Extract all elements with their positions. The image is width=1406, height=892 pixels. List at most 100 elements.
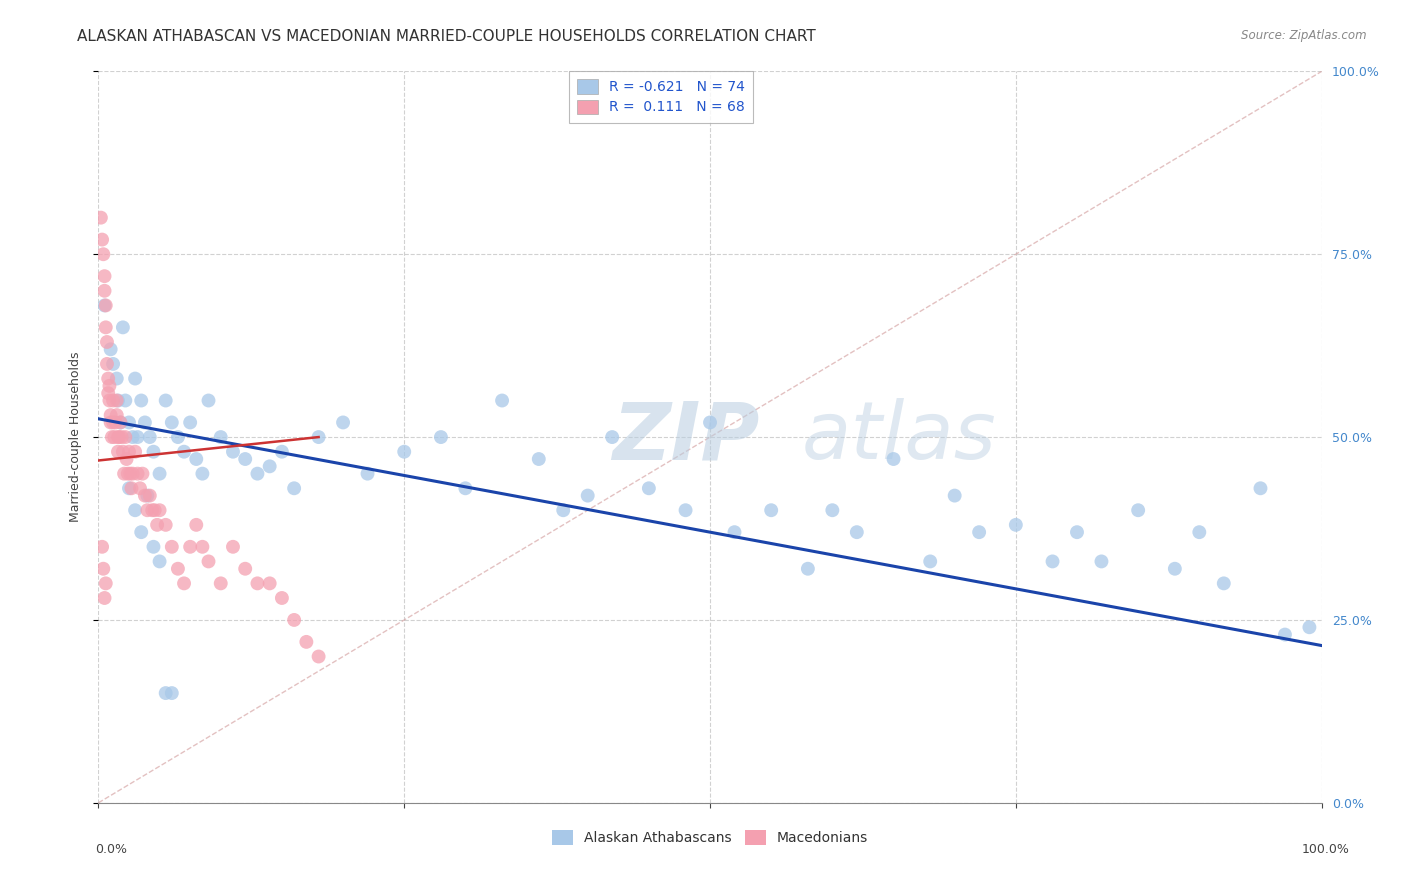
Point [527,452,550,467]
Point [246,467,269,481]
Text: 100.0%: 100.0% [1302,843,1350,856]
Point [120,481,142,495]
Point [114,393,136,408]
Point [93,298,115,312]
Point [91,540,114,554]
Point [821,503,844,517]
Point [107,393,129,408]
Point [600,430,623,444]
Point [96,357,118,371]
Text: atlas: atlas [801,398,997,476]
Point [118,444,141,458]
Point [121,467,143,481]
Point [160,416,183,430]
Point [845,525,868,540]
Point [167,562,190,576]
Point [118,416,141,430]
Point [209,576,232,591]
Point [761,503,783,517]
Point [108,430,131,444]
Point [160,540,183,554]
Point [120,467,142,481]
Point [308,430,330,444]
Point [160,686,183,700]
Point [91,247,114,261]
Point [637,481,661,495]
Point [118,481,141,495]
Point [142,444,165,458]
Point [308,649,330,664]
Point [1212,576,1234,591]
Point [191,467,214,481]
Point [1188,525,1211,540]
Point [283,613,305,627]
Point [392,444,416,458]
Point [1042,554,1064,568]
Point [124,444,146,458]
Point [576,489,599,503]
Point [155,393,177,408]
Point [283,481,305,495]
Point [131,467,153,481]
Point [115,452,138,467]
Point [100,343,122,357]
Point [91,233,114,247]
Point [134,416,156,430]
Point [155,517,177,532]
Legend: Alaskan Athabascans, Macedonians: Alaskan Athabascans, Macedonians [546,825,875,851]
Point [98,379,121,393]
Point [553,503,575,517]
Point [94,298,117,312]
Point [149,554,172,568]
Point [93,269,115,284]
Point [110,416,132,430]
Point [127,467,149,481]
Point [101,393,124,408]
Point [105,408,128,422]
Point [259,576,281,591]
Point [222,540,245,554]
Point [1066,525,1088,540]
Point [96,334,118,349]
Point [110,416,132,430]
Point [136,489,159,503]
Point [90,211,112,225]
Point [129,481,152,495]
Point [97,371,120,385]
Point [93,591,115,605]
Point [173,576,195,591]
Point [136,503,159,517]
Point [197,554,219,568]
Point [101,357,124,371]
Point [143,503,166,517]
Point [186,517,208,532]
Point [142,540,165,554]
Point [675,503,697,517]
Point [167,430,190,444]
Text: 0.0%: 0.0% [96,843,128,856]
Point [139,489,162,503]
Point [155,686,177,700]
Point [146,517,169,532]
Point [233,562,256,576]
Point [124,503,146,517]
Point [94,320,117,334]
Point [233,452,256,467]
Point [209,430,232,444]
Point [100,416,122,430]
Point [149,467,172,481]
Point [491,393,513,408]
Point [179,416,201,430]
Point [246,576,269,591]
Point [332,416,354,430]
Point [129,393,152,408]
Point [943,489,966,503]
Point [107,430,129,444]
Point [967,525,990,540]
Point [259,459,281,474]
Point [114,430,136,444]
Point [1298,620,1320,634]
Point [699,416,721,430]
Point [356,467,378,481]
Point [883,452,905,467]
